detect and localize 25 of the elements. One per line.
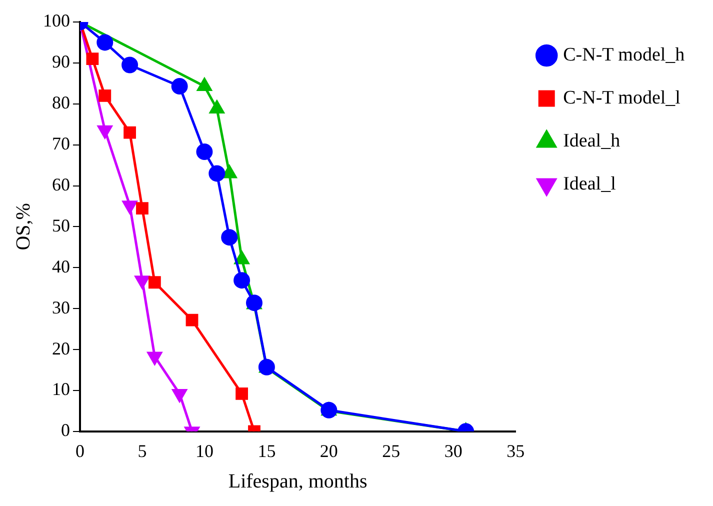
legend-label: C-N-T model_h (563, 44, 686, 66)
y-tick-label: 70 (52, 134, 70, 154)
y-tick-label: 0 (61, 420, 70, 440)
y-tick-label: 100 (43, 10, 70, 31)
x-tick-label: 0 (76, 440, 84, 461)
x-tick-label: 20 (320, 440, 338, 461)
y-tick-label: 10 (52, 379, 70, 400)
x-axis-title: Lifespan, months (228, 470, 368, 492)
x-tick-label: 15 (258, 440, 276, 461)
y-tick-label: 40 (52, 256, 70, 276)
x-tick-label: 30 (444, 440, 462, 461)
legend-label: Ideal_h (563, 130, 621, 152)
y-tick-label: 30 (52, 297, 70, 318)
legend-label: Ideal_l (563, 173, 616, 194)
y-axis-title: OS,% (12, 203, 34, 250)
y-tick-label: 90 (52, 52, 70, 72)
y-tick-label: 50 (52, 215, 70, 236)
y-tick-label: 60 (52, 174, 70, 194)
x-tick-label: 25 (382, 440, 400, 461)
legend-label: C-N-T model_l (563, 87, 680, 108)
y-tick-label: 80 (52, 92, 70, 113)
x-tick-label: 5 (138, 440, 147, 461)
y-tick-label: 20 (52, 338, 70, 358)
x-tick-label: 35 (506, 440, 525, 461)
x-tick-label: 10 (195, 440, 214, 461)
